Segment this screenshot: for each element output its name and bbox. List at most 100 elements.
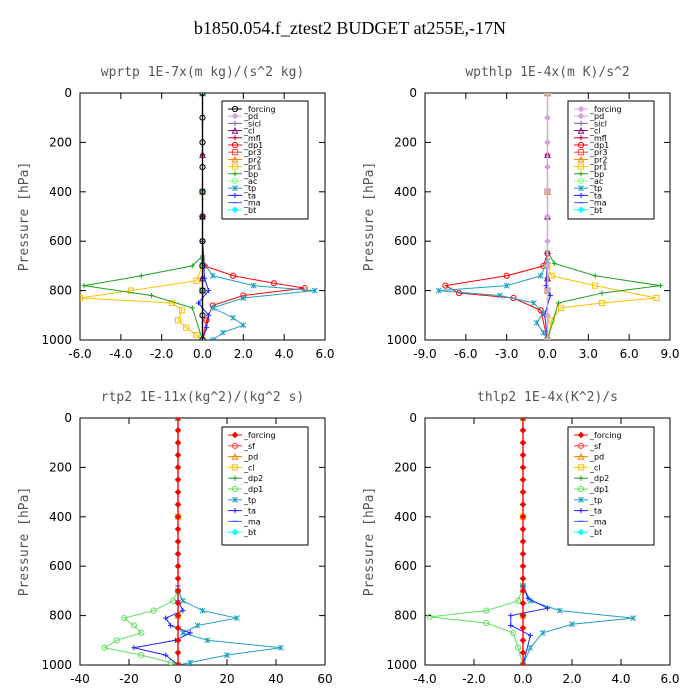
legend-label: _pd (243, 112, 258, 121)
data-point (193, 331, 200, 339)
x-tick-label: 6.0 (660, 672, 679, 686)
data-point (138, 629, 145, 636)
legend-label: _pr1 (243, 163, 261, 172)
y-tick-label: 1000 (386, 333, 417, 347)
legend-marker (231, 485, 239, 493)
data-point (544, 262, 551, 270)
data-point (551, 260, 557, 267)
legend-label: _bt (589, 528, 602, 537)
legend: _forcing _sf _pd_cl _dp2 _dp1 _tp _ta_ma _bt (567, 426, 655, 546)
data-point (544, 336, 551, 340)
legend-label: _pd (589, 453, 604, 462)
data-point (547, 292, 553, 299)
data-point (483, 607, 490, 614)
panel-title: wpthlp 1E-4x(m K)/s^2 (465, 65, 629, 80)
y-tick-label: 800 (49, 609, 72, 623)
x-tick-label: 0.0 (193, 347, 212, 361)
data-point (174, 525, 182, 533)
legend-label: _ac (589, 177, 603, 186)
y-tick-label: 800 (394, 284, 417, 298)
y-tick-label: 600 (394, 234, 417, 248)
data-point (519, 538, 527, 545)
data-point (519, 587, 527, 595)
data-point (519, 649, 527, 656)
data-point (544, 311, 551, 319)
data-point (209, 304, 216, 311)
legend-label: _ma (243, 517, 261, 526)
data-point (544, 93, 551, 97)
data-point (189, 263, 195, 269)
chart-panel-2: wpthlp 1E-4x(m K)/s^2 Pressure [hPa] -9.0 -… (362, 65, 680, 361)
y-tick-label: 200 (394, 460, 417, 474)
data-point (199, 336, 206, 340)
legend-marker (577, 177, 585, 185)
x-tick-label: 6.0 (315, 347, 334, 361)
legend-marker (577, 105, 585, 113)
y-tick-label: 200 (49, 135, 72, 149)
legend-marker (578, 496, 584, 503)
legend-label: _bt (243, 528, 256, 537)
legend-label: _tp (243, 496, 256, 505)
data-point (544, 287, 551, 294)
panel-title: thlp2 1E-4x(K^2)/s (477, 390, 618, 405)
data-point (174, 501, 182, 508)
series-line (429, 418, 524, 665)
x-tick-label: -4.0 (109, 347, 132, 361)
data-point (240, 322, 247, 329)
y-tick-label: 1000 (41, 658, 72, 672)
data-point (503, 272, 510, 279)
y-tick-label: 1000 (41, 333, 72, 347)
plot-frame (424, 417, 671, 666)
legend-marker (577, 485, 585, 493)
legend-label: _pr2 (589, 155, 607, 164)
data-point (527, 632, 533, 638)
legend-label: _cl (589, 127, 601, 136)
data-point (508, 622, 514, 629)
legend-label: _forcing (589, 431, 622, 440)
legend-label: _dp2 (243, 474, 263, 483)
data-point (167, 659, 174, 665)
data-point (174, 513, 182, 521)
data-point (199, 93, 206, 97)
y-tick-label: 600 (394, 559, 417, 573)
data-point (127, 287, 135, 294)
legend-label: _pd (243, 453, 258, 462)
data-point (199, 188, 206, 195)
data-point (174, 661, 182, 665)
x-tick-label: 20 (219, 672, 234, 686)
x-tick-label: 4.0 (611, 672, 630, 686)
legend-marker (577, 141, 585, 149)
legend-marker (231, 177, 239, 185)
data-point (199, 139, 206, 146)
legend-marker (577, 452, 585, 460)
data-point (174, 538, 182, 545)
data-point (206, 312, 212, 318)
legend-marker (232, 496, 238, 503)
data-point (224, 652, 230, 659)
y-axis-label: Pressure [hPa] (17, 162, 32, 272)
data-point (519, 562, 527, 570)
legend-marker (231, 464, 239, 471)
chart-panel-3: rtp2 1E-11x(kg^2)/(kg^2 s) Pressure [hPa]… (17, 390, 333, 686)
data-point (130, 622, 137, 629)
data-point (199, 114, 206, 121)
legend-label: _mfl (243, 134, 261, 143)
data-point (203, 325, 210, 331)
data-point (189, 305, 195, 311)
legend-label: _dp1 (589, 141, 609, 150)
series-group (101, 418, 284, 665)
legend-marker (577, 163, 585, 170)
legend-label: _tp (589, 496, 602, 505)
legend-marker (231, 452, 239, 460)
legend-label: _sf (243, 442, 255, 451)
data-point (519, 550, 527, 558)
data-point (199, 312, 206, 319)
series-line (177, 418, 281, 665)
data-point (519, 525, 527, 533)
data-point (174, 649, 182, 656)
data-point (174, 612, 182, 619)
legend-label: _forcing (243, 105, 276, 114)
data-point (174, 636, 182, 644)
data-point (496, 292, 503, 299)
legend-label: _sicl (243, 119, 261, 128)
